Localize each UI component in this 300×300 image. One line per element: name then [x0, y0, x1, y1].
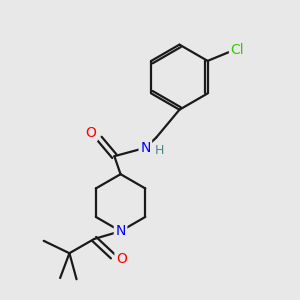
- Text: H: H: [155, 144, 164, 158]
- Text: N: N: [116, 224, 126, 238]
- Text: O: O: [85, 126, 96, 140]
- Text: Cl: Cl: [231, 43, 244, 57]
- Text: O: O: [116, 252, 127, 266]
- Text: N: N: [140, 141, 151, 155]
